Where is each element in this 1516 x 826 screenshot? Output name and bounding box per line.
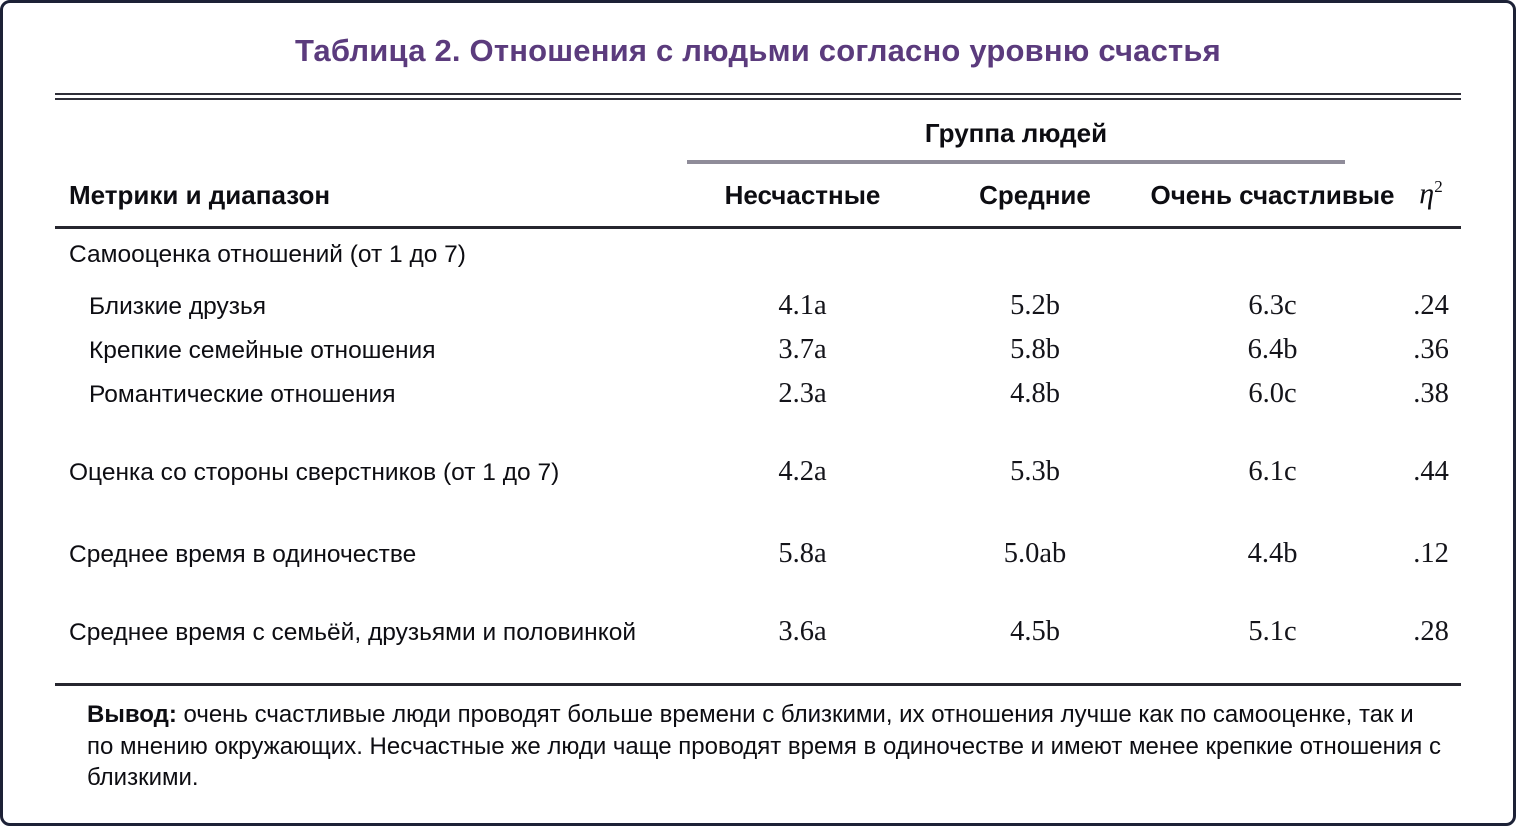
table-title: Таблица 2. Отношения с людьми согласно у… [295, 33, 1221, 68]
cell-eta: .38 [1413, 378, 1449, 409]
cell-unhappy: 4.1a [778, 290, 827, 321]
row-label: Романтические отношения [89, 381, 396, 408]
cell-very-happy: 5.1c [1248, 616, 1297, 647]
cell-very-happy: 6.0c [1248, 378, 1297, 409]
row-peer-rating: Оценка со стороны сверстников (от 1 до 7… [55, 456, 1461, 488]
eta-symbol: η [1419, 177, 1435, 210]
conclusion-note: Вывод: очень счастливые люди проводят бо… [55, 699, 1461, 794]
eta-superscript: 2 [1434, 177, 1443, 196]
column-header-unhappy: Несчастные [724, 180, 881, 210]
cell-unhappy: 5.8a [778, 538, 827, 569]
conclusion-text: очень счастливые люди проводят больше вр… [87, 701, 1441, 792]
cell-average: 5.3b [1010, 456, 1060, 487]
cell-eta: .36 [1413, 334, 1449, 365]
column-header-average: Средние [979, 180, 1091, 210]
cell-average: 5.2b [1010, 290, 1060, 321]
cell-very-happy: 6.4b [1247, 334, 1298, 365]
row-label: Среднее время с семьёй, друзьями и полов… [69, 619, 637, 646]
cell-eta: .44 [1413, 456, 1449, 487]
cell-unhappy: 4.2a [778, 456, 827, 487]
row-label: Крепкие семейные отношения [89, 337, 436, 364]
group-header-label: Группа людей [924, 118, 1108, 148]
row-average-time-alone: Среднее время в одиночестве 5.8a 5.0ab 4… [55, 538, 1461, 570]
column-header-eta-squared: η2 [1395, 177, 1467, 211]
row-label: Оценка со стороны сверстников (от 1 до 7… [69, 459, 560, 486]
row-label: Самооценка отношений (от 1 до 7) [69, 241, 466, 268]
column-header-metrics: Метрики и диапазон [69, 180, 331, 210]
row-strong-family-relationships: Крепкие семейные отношения 3.7a 5.8b 6.4… [55, 334, 1461, 366]
cell-eta: .12 [1413, 538, 1449, 569]
double-rule [55, 93, 1461, 100]
cell-average: 4.5b [1010, 616, 1060, 647]
row-average-time-with-family-friends-partner: Среднее время с семьёй, друзьями и полов… [55, 616, 1461, 648]
column-header-row: Метрики и диапазон Несчастные Средние Оч… [55, 177, 1461, 211]
cell-unhappy: 2.3a [778, 378, 827, 409]
cell-very-happy: 4.4b [1247, 538, 1298, 569]
rows-end-spacer [55, 648, 1461, 668]
column-header-very-happy: Очень счастливые [1150, 180, 1395, 210]
cell-average: 5.0ab [1003, 538, 1067, 569]
cell-average: 5.8b [1010, 334, 1060, 365]
footer-rule [55, 683, 1461, 686]
cell-average: 4.8b [1010, 378, 1060, 409]
row-romantic-relationships: Романтические отношения 2.3a 4.8b 6.0c .… [55, 378, 1461, 410]
cell-very-happy: 6.1c [1248, 456, 1297, 487]
cell-unhappy: 3.6a [778, 616, 827, 647]
row-close-friends: Близкие друзья 4.1a 5.2b 6.3c .24 [55, 290, 1461, 322]
cell-eta: .24 [1413, 290, 1449, 321]
row-label: Близкие друзья [89, 293, 267, 320]
group-header: Группа людей [687, 118, 1345, 164]
conclusion-label: Вывод: [87, 701, 177, 728]
row-self-rated-relationships-section: Самооценка отношений (от 1 до 7) [55, 241, 1461, 269]
cell-very-happy: 6.3c [1248, 290, 1297, 321]
cell-eta: .28 [1413, 616, 1449, 647]
header-rule [55, 226, 1461, 229]
row-label: Среднее время в одиночестве [69, 541, 417, 568]
cell-unhappy: 3.7a [778, 334, 827, 365]
table-body: Самооценка отношений (от 1 до 7) Близкие… [55, 229, 1461, 668]
